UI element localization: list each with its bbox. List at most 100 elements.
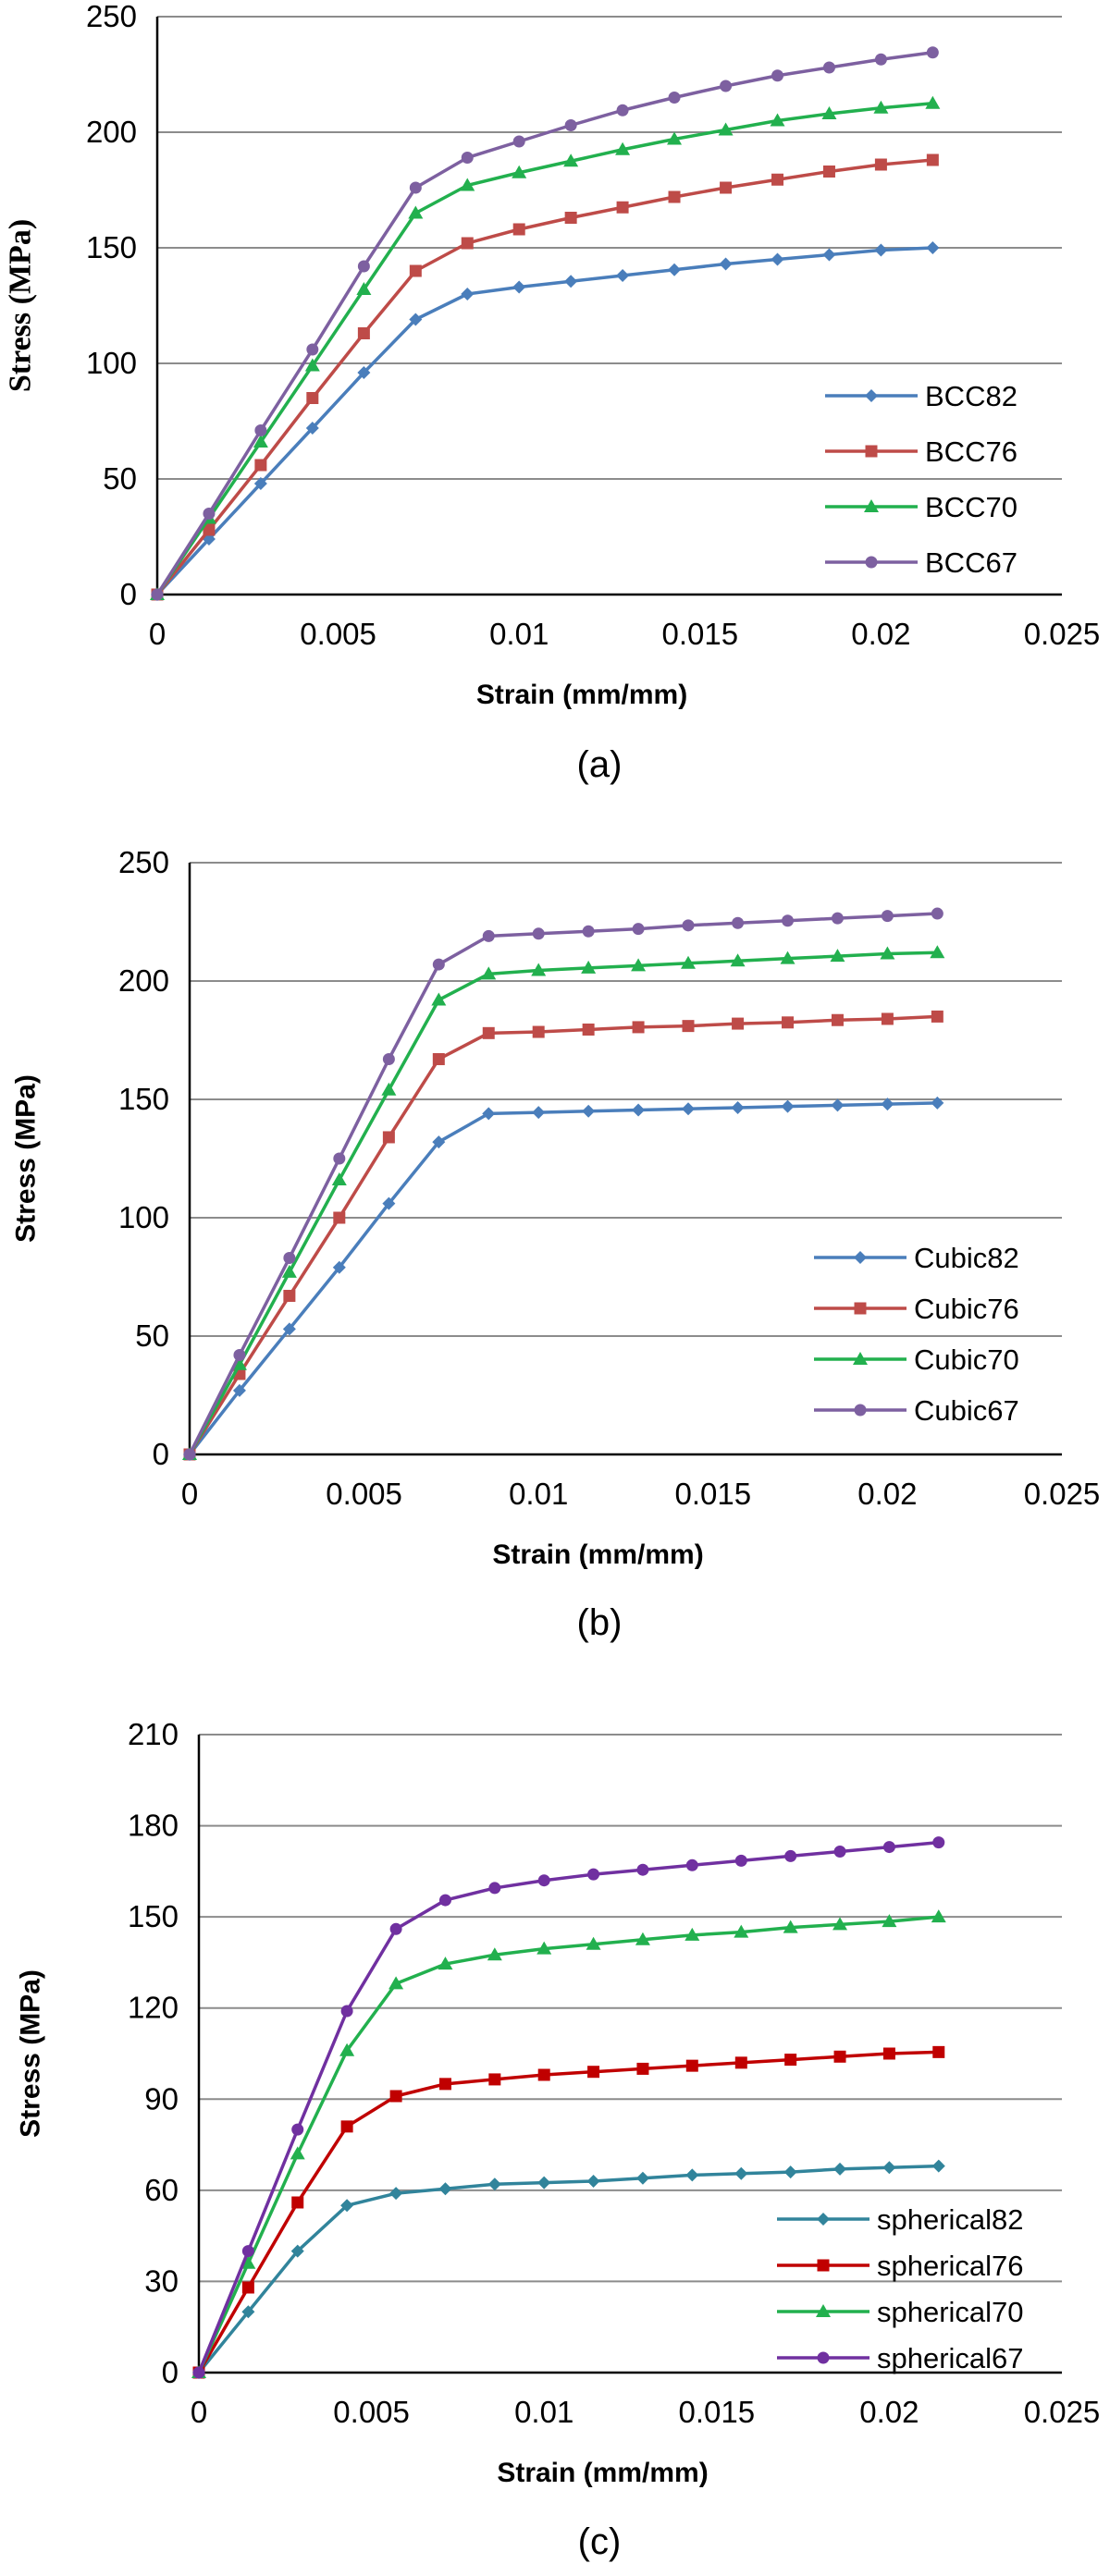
data-point <box>586 1936 601 1950</box>
legend-label: BCC67 <box>925 546 1018 579</box>
legend-item: BCC70 <box>825 491 1018 523</box>
y-tick-label: 100 <box>118 1200 169 1234</box>
y-tick-label: 200 <box>86 115 137 149</box>
data-point <box>931 2159 945 2173</box>
data-point <box>512 223 525 236</box>
legend-label: Cubic76 <box>914 1293 1019 1325</box>
y-tick-label: 150 <box>86 230 137 264</box>
panel-label: (c) <box>578 2521 622 2562</box>
series-line <box>188 912 938 1455</box>
data-point <box>635 2171 649 2185</box>
x-tick-label: 0.01 <box>489 617 549 651</box>
legend-label: Cubic67 <box>914 1394 1019 1427</box>
series-line <box>155 246 933 596</box>
series-line <box>188 1014 938 1455</box>
data-point <box>831 912 844 925</box>
data-point <box>203 523 216 536</box>
data-point <box>734 1854 747 1867</box>
data-point <box>333 1211 346 1224</box>
x-tick-label: 0.005 <box>326 1477 402 1511</box>
x-tick-label: 0.015 <box>679 2395 756 2429</box>
data-point <box>685 2059 698 2072</box>
data-point <box>881 1012 894 1025</box>
data-point <box>331 1172 347 1186</box>
x-axis-title: Strain (mm/mm) <box>476 680 687 710</box>
data-point <box>241 2281 254 2294</box>
legend-swatch-marker <box>865 445 878 458</box>
data-point <box>874 53 887 66</box>
data-point <box>283 1252 296 1265</box>
data-point <box>587 2066 600 2079</box>
data-point <box>432 1135 446 1149</box>
data-point <box>409 264 422 277</box>
data-point <box>564 119 577 131</box>
data-point <box>482 1107 496 1121</box>
data-point <box>784 1849 797 1862</box>
legend-item: BCC82 <box>825 380 1018 412</box>
x-tick-label: 0.005 <box>333 2395 410 2429</box>
data-point <box>409 313 423 326</box>
x-tick-label: 0 <box>181 1477 198 1511</box>
data-point <box>389 1922 402 1935</box>
data-point <box>832 1917 848 1931</box>
legend-label: spherical70 <box>877 2296 1024 2328</box>
legend-label: Cubic82 <box>914 1242 1019 1274</box>
data-point <box>783 1920 798 1933</box>
data-point <box>431 992 447 1006</box>
legend-item: Cubic76 <box>814 1293 1019 1325</box>
x-tick-label: 0.02 <box>857 1477 917 1511</box>
data-point <box>339 2042 355 2056</box>
data-point <box>682 919 695 932</box>
series-line <box>197 2050 939 2374</box>
data-point <box>536 1941 552 1955</box>
x-tick-label: 0.01 <box>509 1477 568 1511</box>
series-Cubic76 <box>183 1010 944 1461</box>
y-tick-label: 50 <box>103 461 137 496</box>
data-point <box>771 252 784 266</box>
legend-swatch-marker <box>865 556 878 569</box>
legend-item: spherical76 <box>777 2250 1024 2282</box>
data-point <box>461 288 475 301</box>
data-point <box>931 1010 944 1023</box>
data-point <box>632 1021 645 1034</box>
data-point <box>488 1882 501 1895</box>
data-point <box>305 422 319 435</box>
y-axis-title: Stress (MPa) <box>4 219 38 392</box>
legend-label: spherical67 <box>877 2342 1024 2374</box>
data-point <box>488 2073 501 2086</box>
y-tick-label: 250 <box>118 845 169 879</box>
legend-label: spherical76 <box>877 2250 1024 2282</box>
legend-item: BCC76 <box>825 435 1018 468</box>
data-point <box>382 1052 395 1065</box>
data-point <box>874 158 887 171</box>
data-point <box>481 966 497 980</box>
data-point <box>532 1025 545 1038</box>
legend-item: Cubic67 <box>814 1394 1019 1427</box>
x-tick-label: 0.025 <box>1024 617 1101 651</box>
data-point <box>931 1909 946 1923</box>
data-point <box>357 366 371 379</box>
data-point <box>616 201 629 214</box>
series-BCC82 <box>151 241 940 601</box>
legend-swatch-marker <box>854 1302 867 1315</box>
legend-swatch-marker <box>817 2213 830 2226</box>
data-point <box>830 949 845 963</box>
data-point <box>732 916 745 929</box>
data-point <box>719 257 733 271</box>
panel-label: (a) <box>577 744 623 785</box>
data-point <box>682 1020 695 1033</box>
data-point <box>926 153 939 166</box>
data-point <box>782 914 795 927</box>
data-point <box>822 248 836 262</box>
data-point <box>932 2045 945 2058</box>
x-tick-label: 0.02 <box>851 617 910 651</box>
data-point <box>512 165 527 178</box>
data-point <box>730 953 746 967</box>
data-point <box>231 1356 247 1370</box>
legend-label: spherical82 <box>877 2203 1024 2236</box>
chart-panel-3: 0 30 60 90 120 150 180 210 0 0.005 0.01 0.015 0.02 0.… <box>16 1717 1101 2562</box>
chart-panel-2: 0 50 100 150 200 250 0 0.005 0.01 0.015 0.02 0.025 S… <box>11 845 1101 1643</box>
x-axis-title: Strain (mm/mm) <box>497 2458 708 2488</box>
data-point <box>512 135 525 148</box>
data-point <box>882 2047 895 2060</box>
